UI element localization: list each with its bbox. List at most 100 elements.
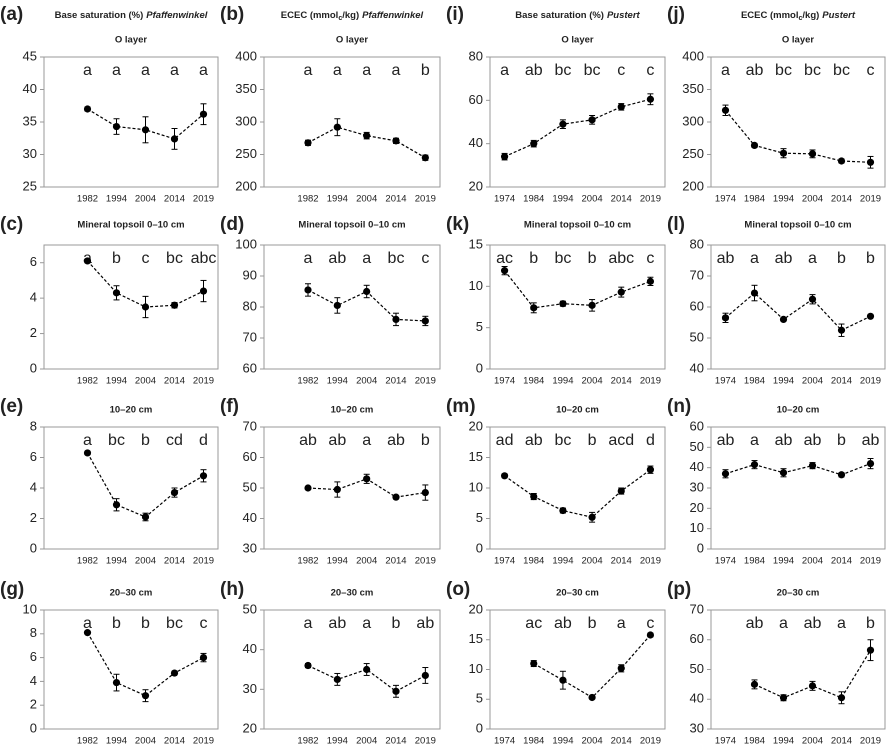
panel-subtitle: 20–30 cm — [777, 588, 820, 599]
x-tick-label: 2019 — [860, 736, 881, 747]
data-point — [333, 301, 341, 310]
data-point — [141, 692, 150, 700]
panel-title: ECEC (mmolc/kg) Pfaffenwinkel — [281, 10, 424, 23]
data-point — [617, 103, 625, 111]
plot-frame — [263, 426, 441, 550]
panel-subtitle: 10–20 cm — [331, 405, 374, 416]
x-tick-label: 1982 — [297, 736, 318, 747]
x-tick-label: 1994 — [552, 376, 573, 387]
data-point — [617, 487, 625, 495]
data-point — [333, 675, 341, 684]
y-tick-label: 2 — [30, 697, 37, 712]
significance-letter: a — [837, 615, 846, 632]
significance-letter: a — [141, 62, 150, 79]
x-tick-label: 2004 — [135, 736, 156, 747]
trend-line — [307, 126, 426, 159]
x-tick-label: 2019 — [860, 556, 881, 567]
y-tick-label: 10 — [469, 661, 483, 676]
significance-letter: bc — [833, 62, 850, 79]
x-tick-label: 1982 — [77, 736, 98, 747]
y-tick-label: 50 — [243, 601, 257, 616]
x-tick-label: 2004 — [135, 194, 156, 205]
y-tick-label: 5 — [476, 510, 483, 525]
x-tick-label: 2019 — [860, 376, 881, 387]
data-point — [721, 106, 730, 114]
panel-label: (o) — [446, 579, 470, 600]
y-tick-label: 0 — [697, 540, 704, 555]
plot-frame — [43, 426, 219, 550]
y-tick-label: 0 — [30, 720, 37, 735]
data-point — [750, 289, 759, 297]
panel-title: Base saturation (%) Pfaffenwinkel — [55, 10, 208, 21]
x-tick-label: 2004 — [135, 376, 156, 387]
significance-letter: acd — [608, 432, 634, 449]
data-point — [559, 120, 567, 128]
data-point — [333, 123, 341, 131]
data-point — [304, 661, 312, 670]
data-point — [837, 471, 846, 479]
y-tick-label: 30 — [690, 720, 704, 735]
significance-letter: ab — [775, 250, 793, 267]
x-tick-label: 1994 — [327, 556, 348, 567]
trend-line — [725, 463, 871, 476]
x-tick-label: 1984 — [523, 556, 544, 567]
data-point — [392, 315, 400, 323]
data-point — [500, 267, 509, 275]
panel-subtitle: O layer — [336, 35, 369, 46]
data-point — [199, 472, 208, 480]
data-point — [750, 141, 759, 149]
y-tick-label: 250 — [682, 146, 704, 161]
x-tick-label: 1974 — [715, 556, 736, 567]
data-point — [837, 694, 846, 702]
y-tick-label: 40 — [243, 510, 257, 525]
y-tick-label: 80 — [690, 236, 704, 251]
y-tick-label: 30 — [243, 540, 257, 555]
y-tick-label: 60 — [243, 360, 257, 375]
data-point — [808, 462, 817, 470]
significance-letter: abc — [608, 250, 634, 267]
y-tick-label: 0 — [30, 540, 37, 555]
x-tick-label: 2014 — [831, 376, 852, 387]
plot-frame — [710, 56, 886, 188]
y-tick-label: 30 — [690, 479, 704, 494]
significance-letter: c — [867, 62, 875, 79]
y-tick-label: 4 — [30, 673, 37, 688]
significance-letter: bc — [554, 432, 571, 449]
significance-letter: bc — [554, 62, 571, 79]
data-point — [530, 304, 538, 312]
significance-letter: ab — [717, 432, 735, 449]
data-point — [363, 475, 371, 483]
y-tick-label: 400 — [235, 48, 257, 63]
significance-letter: b — [588, 432, 597, 449]
plot-frame — [43, 244, 219, 370]
y-tick-label: 20 — [243, 720, 257, 735]
data-point — [421, 317, 429, 325]
y-tick-label: 40 — [243, 641, 257, 656]
data-point — [779, 694, 788, 702]
panel-title: Base saturation (%) Pustert — [515, 10, 640, 21]
x-tick-label: 1994 — [552, 736, 573, 747]
data-point — [392, 137, 400, 145]
significance-letter: ab — [775, 432, 793, 449]
title-part: ECEC (mmol — [281, 10, 339, 21]
significance-letter: a — [83, 432, 92, 449]
significance-letter: b — [837, 432, 846, 449]
significance-letter: a — [779, 615, 788, 632]
significance-letter: a — [83, 615, 92, 632]
panel-subtitle: Mineral topsoil 0–10 cm — [298, 220, 405, 231]
x-tick-label: 2004 — [802, 736, 823, 747]
data-point — [559, 676, 567, 684]
significance-letter: ab — [525, 62, 543, 79]
x-tick-label: 1984 — [523, 736, 544, 747]
panel-subtitle: Mineral topsoil 0–10 cm — [77, 220, 184, 231]
significance-letter: bc — [388, 250, 405, 267]
y-tick-label: 50 — [690, 439, 704, 454]
significance-letter: ab — [746, 615, 764, 632]
x-tick-label: 1974 — [494, 376, 515, 387]
y-tick-label: 80 — [243, 298, 257, 313]
data-point — [170, 488, 179, 497]
y-tick-label: 10 — [469, 479, 483, 494]
data-point — [530, 140, 538, 148]
x-tick-label: 1974 — [494, 194, 515, 205]
x-tick-label: 2004 — [356, 194, 377, 205]
